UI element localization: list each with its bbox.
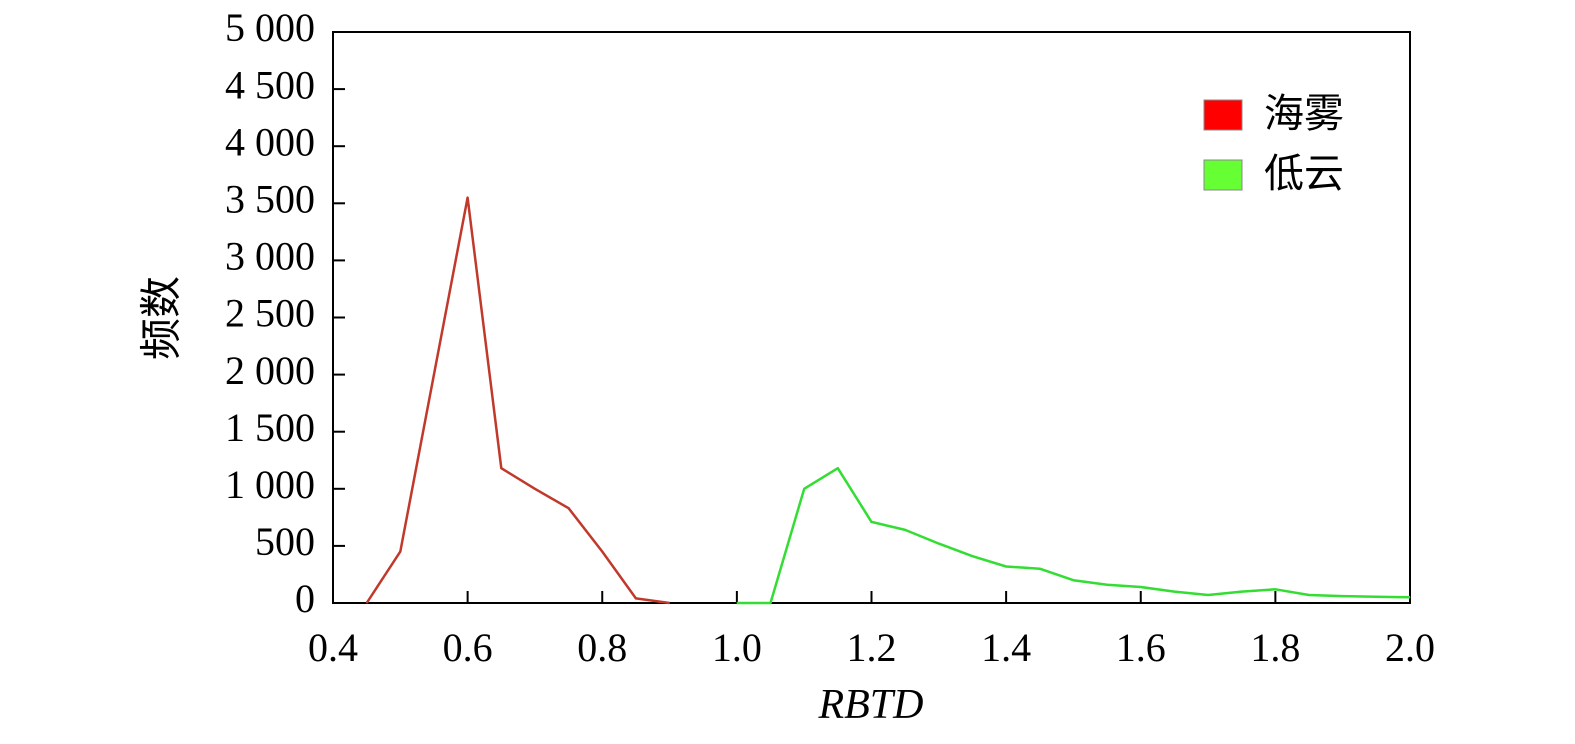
series-2-point xyxy=(1308,594,1310,596)
series-2-point xyxy=(1039,568,1041,570)
series-2-point xyxy=(736,602,738,604)
series-1-point xyxy=(500,467,502,469)
series-2-point xyxy=(971,555,973,557)
series-line-2 xyxy=(736,466,1411,605)
y-axis: 0 500 1 000 1 500 2 000 2 500 3 000 3 500 4 000 4… xyxy=(225,5,345,621)
y-tick-label: 4 500 xyxy=(225,62,315,107)
series-2-point xyxy=(1072,579,1074,581)
y-tick-label: 0 xyxy=(295,576,315,621)
x-axis: 0.4 0.6 0.8 1.0 1.2 1.4 1.6 1.8 2.0 xyxy=(308,591,1435,670)
series-2-point xyxy=(803,488,805,490)
series-2-point xyxy=(770,602,772,604)
series-1-point xyxy=(399,551,401,553)
plot-frame xyxy=(332,31,1411,604)
series-1-point xyxy=(568,507,570,509)
x-axis-title: RBTD xyxy=(818,682,924,728)
y-tick-label: 2 500 xyxy=(225,291,315,336)
series-2-point xyxy=(1375,596,1377,598)
legend-swatch-2 xyxy=(1203,159,1243,191)
y-tick-label: 3 000 xyxy=(225,234,315,279)
series-line-1 xyxy=(365,196,670,605)
series-1-point xyxy=(669,602,671,604)
series-1-point xyxy=(366,602,368,604)
series-2-point xyxy=(837,467,839,469)
series-2-point xyxy=(1173,591,1175,593)
y-tick-label: 5 000 xyxy=(225,5,315,50)
y-axis-title: 频数 xyxy=(140,276,186,360)
y-tick-label: 3 500 xyxy=(225,176,315,221)
legend-label-1: 海雾 xyxy=(1264,91,1344,137)
x-tick-label: 1.6 xyxy=(1116,625,1166,670)
x-tick-label: 2.0 xyxy=(1385,625,1435,670)
series-1-point xyxy=(601,551,603,553)
x-tick-label: 0.4 xyxy=(308,625,358,670)
series-2-point xyxy=(1241,591,1243,593)
y-tick-label: 500 xyxy=(255,519,315,564)
x-tick-label: 1.4 xyxy=(981,625,1031,670)
series-2-point xyxy=(1005,565,1007,567)
series-2-point xyxy=(938,543,940,545)
x-tick-label: 0.6 xyxy=(443,625,493,670)
x-tick-label: 0.8 xyxy=(577,625,627,670)
series-1-point xyxy=(534,488,536,490)
series-1-point xyxy=(635,597,637,599)
y-tick-label: 1 500 xyxy=(225,405,315,450)
series-2-point xyxy=(1409,596,1411,598)
series-2-point xyxy=(1106,584,1108,586)
series-2-point xyxy=(1140,586,1142,588)
y-tick-label: 4 000 xyxy=(225,119,315,164)
series-2-point xyxy=(904,529,906,531)
legend-swatch-1 xyxy=(1203,99,1243,131)
series-2-point xyxy=(871,521,872,523)
series-layer xyxy=(365,196,1411,605)
x-tick-label: 1.2 xyxy=(847,625,897,670)
series-2-point xyxy=(1274,588,1276,590)
series-2-point xyxy=(1342,595,1344,597)
legend-label-2: 低云 xyxy=(1264,151,1344,197)
series-1-point xyxy=(467,197,469,199)
y-tick-label: 2 000 xyxy=(225,348,315,393)
series-2-point xyxy=(1207,594,1209,596)
x-tick-label: 1.8 xyxy=(1250,625,1300,670)
x-tick-label: 1.0 xyxy=(712,625,762,670)
y-tick-label: 1 000 xyxy=(225,462,315,507)
